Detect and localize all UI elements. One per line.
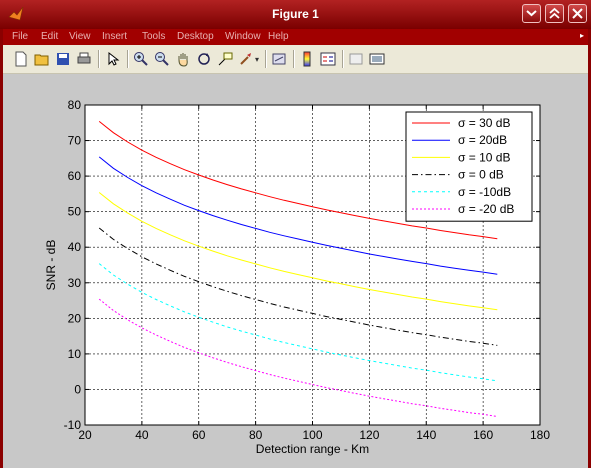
toolbar-separator bbox=[265, 50, 267, 68]
menu-file[interactable]: File bbox=[12, 31, 29, 42]
open-icon[interactable] bbox=[34, 51, 50, 67]
x-tick-label: 160 bbox=[473, 428, 493, 442]
legend-label-5: σ = -20 dB bbox=[458, 202, 514, 216]
x-tick-label: 40 bbox=[135, 428, 149, 442]
figure-toolbar: ▾ bbox=[3, 45, 588, 74]
legend-label-0: σ = 30 dB bbox=[458, 116, 510, 130]
series-line-4 bbox=[98, 263, 498, 382]
chevron-up-double-icon bbox=[549, 7, 560, 19]
toolbar-separator bbox=[293, 50, 295, 68]
link-icon[interactable] bbox=[271, 51, 287, 67]
colorbar-icon[interactable] bbox=[299, 51, 315, 67]
y-axis-label: SNR - dB bbox=[44, 240, 58, 291]
close-button[interactable] bbox=[568, 4, 587, 23]
menu-help[interactable]: Help bbox=[268, 31, 289, 42]
x-axis-label: Detection range - Km bbox=[256, 442, 369, 456]
toolbar-separator bbox=[98, 50, 100, 68]
x-tick-label: 80 bbox=[249, 428, 263, 442]
chevron-down-icon bbox=[526, 10, 537, 17]
y-tick-label: 10 bbox=[68, 347, 82, 361]
menu-window[interactable]: Window bbox=[225, 31, 261, 42]
snr-chart: 20 40 60 80 100 120 140 160 180 -10 0 10 20 30 40 50 60 7… bbox=[44, 98, 550, 456]
series-line-2 bbox=[98, 192, 498, 311]
legend-box[interactable] bbox=[405, 111, 533, 222]
x-tick-label: 100 bbox=[302, 428, 322, 442]
brush-icon[interactable] bbox=[238, 51, 254, 67]
x-tick-label: 140 bbox=[416, 428, 436, 442]
y-tick-label: 40 bbox=[68, 240, 82, 254]
pointer-icon[interactable] bbox=[105, 51, 121, 67]
series-line-1 bbox=[98, 156, 498, 275]
menu-bar: File Edit View Insert Tools Desktop Wind… bbox=[3, 29, 588, 45]
matlab-icon bbox=[8, 6, 24, 21]
y-tick-label: 70 bbox=[68, 134, 82, 148]
hide-plot-tools-icon[interactable] bbox=[348, 51, 364, 67]
menu-insert[interactable]: Insert bbox=[102, 31, 128, 42]
print-icon[interactable] bbox=[76, 51, 92, 67]
save-icon[interactable] bbox=[55, 51, 71, 67]
zoom-out-icon[interactable] bbox=[154, 51, 170, 67]
data-cursor-icon[interactable] bbox=[217, 51, 233, 67]
y-tick-label: 80 bbox=[68, 98, 82, 112]
figure-canvas: 20 40 60 80 100 120 140 160 180 -10 0 10 20 30 40 50 60 7… bbox=[3, 74, 588, 468]
menu-edit[interactable]: Edit bbox=[41, 31, 59, 42]
y-tick-label: -10 bbox=[64, 418, 82, 432]
title-bar[interactable]: Figure 1 bbox=[0, 0, 591, 29]
zoom-in-icon[interactable] bbox=[133, 51, 149, 67]
y-tick-label: 0 bbox=[74, 382, 81, 396]
legend-label-4: σ = -10dB bbox=[458, 185, 511, 199]
menu-overflow-icon[interactable]: ▸ bbox=[579, 31, 584, 40]
menu-view[interactable]: View bbox=[69, 31, 91, 42]
y-tick-label: 50 bbox=[68, 205, 82, 219]
legend-label-1: σ = 20dB bbox=[458, 133, 507, 147]
y-tick-label: 30 bbox=[68, 276, 82, 290]
window-title: Figure 1 bbox=[272, 7, 319, 21]
y-tick-label: 20 bbox=[68, 311, 82, 325]
series-line-5 bbox=[98, 298, 498, 417]
maximize-button[interactable] bbox=[545, 4, 564, 23]
legend-label-3: σ = 0 dB bbox=[458, 168, 504, 182]
toolbar-separator bbox=[127, 50, 129, 68]
show-plot-tools-icon[interactable] bbox=[369, 51, 385, 67]
x-tick-label: 120 bbox=[359, 428, 379, 442]
pan-icon[interactable] bbox=[175, 51, 191, 67]
x-tick-label: 180 bbox=[530, 428, 550, 442]
menu-tools[interactable]: Tools bbox=[142, 31, 166, 42]
menu-desktop[interactable]: Desktop bbox=[177, 31, 214, 42]
rotate-icon[interactable] bbox=[196, 51, 212, 67]
y-tick-label: 60 bbox=[68, 169, 82, 183]
x-tick-label: 60 bbox=[192, 428, 206, 442]
close-icon bbox=[572, 8, 583, 19]
x-tick-label: 20 bbox=[78, 428, 92, 442]
brush-dropdown-icon[interactable]: ▾ bbox=[255, 55, 260, 64]
toolbar-separator bbox=[342, 50, 344, 68]
series-line-3 bbox=[98, 227, 498, 346]
legend-icon[interactable] bbox=[320, 51, 336, 67]
series-line-0 bbox=[98, 121, 498, 240]
minimize-button[interactable] bbox=[522, 4, 541, 23]
legend-label-2: σ = 10 dB bbox=[458, 150, 510, 164]
new-figure-icon[interactable] bbox=[13, 51, 29, 67]
